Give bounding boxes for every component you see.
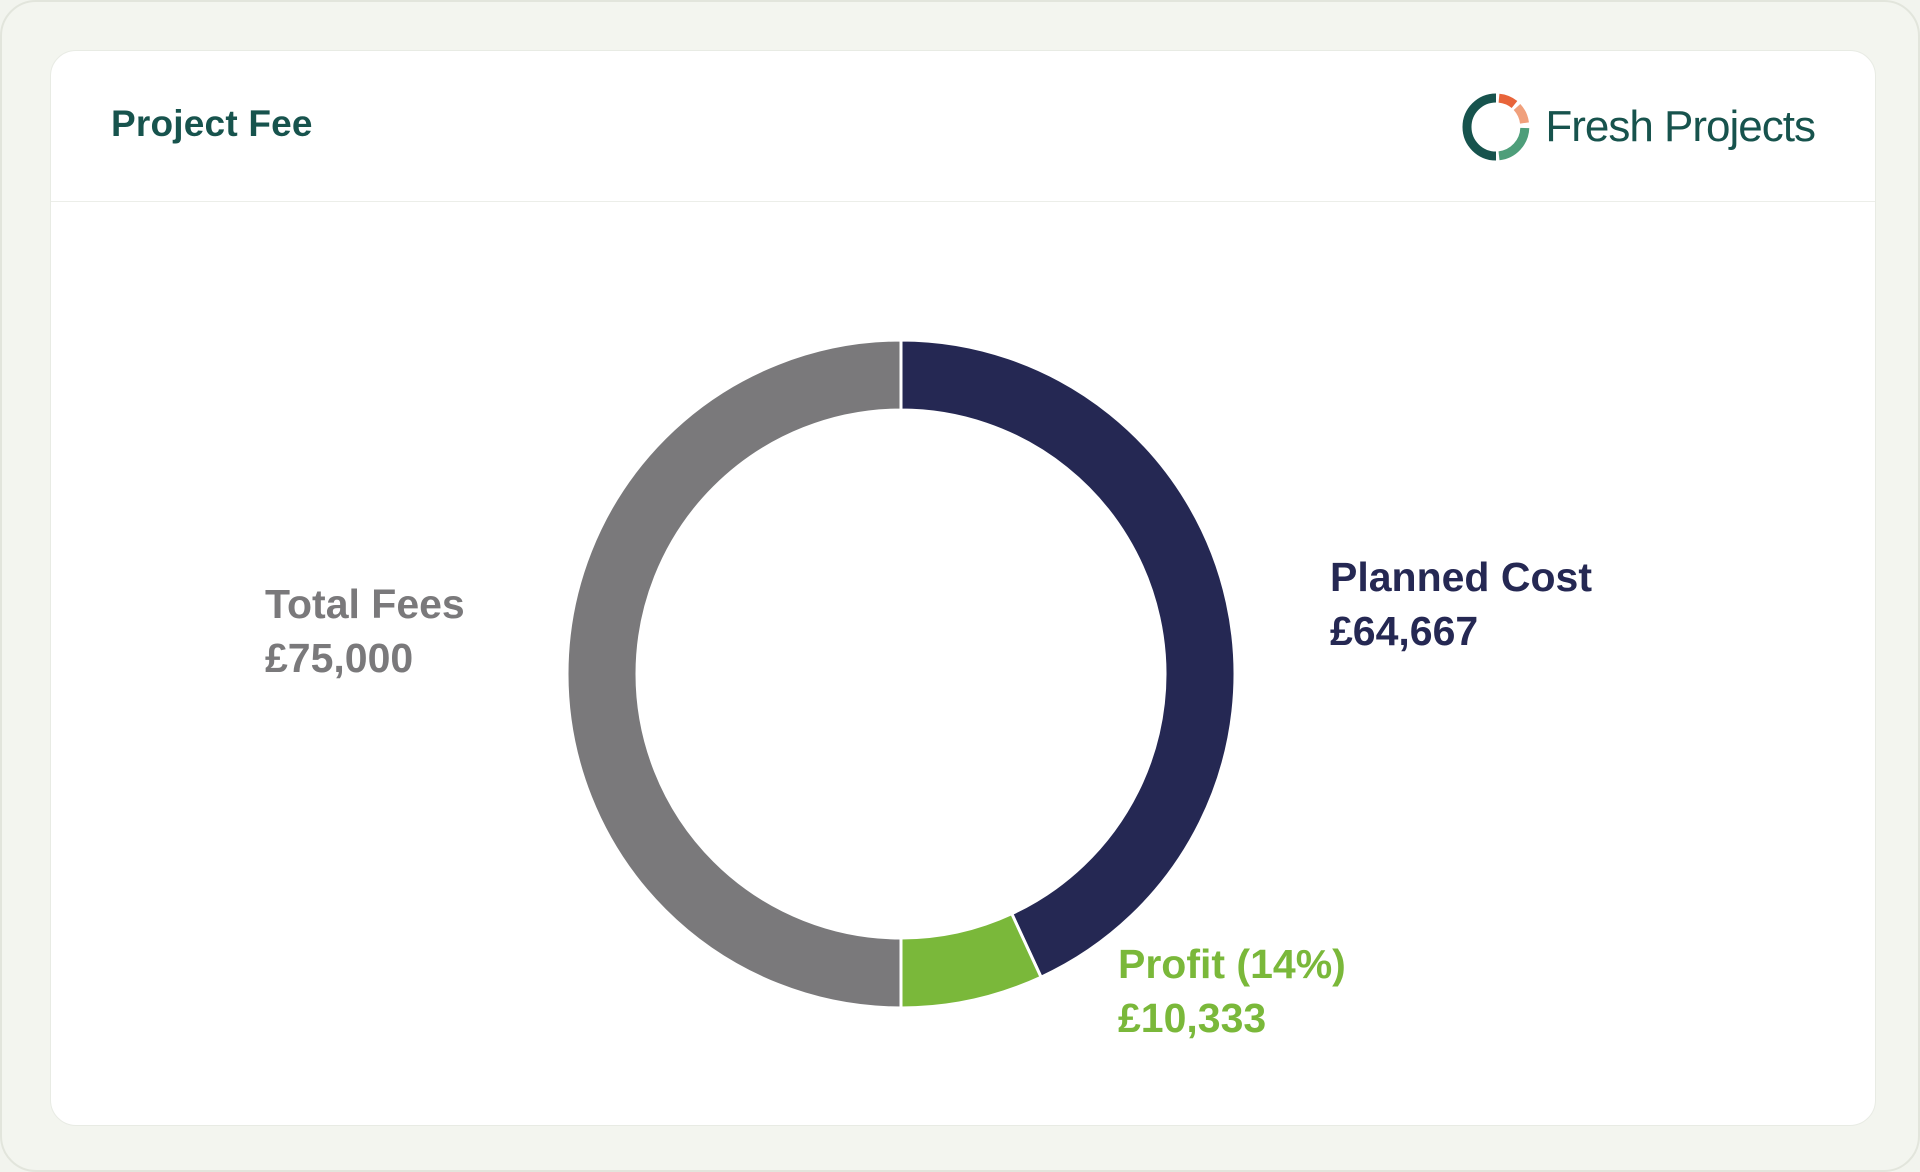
fresh-projects-logo-icon xyxy=(1462,93,1530,161)
brand-name: Fresh Projects xyxy=(1545,102,1816,151)
project-fee-card: Project Fee Fresh Projects Total Fees £7… xyxy=(50,50,1876,1126)
planned-cost-label: Planned Cost £64,667 xyxy=(1330,550,1592,658)
profit-value: £10,333 xyxy=(1118,995,1267,1041)
logo-dark-arc xyxy=(1462,93,1497,161)
planned-cost-value: £64,667 xyxy=(1330,608,1479,654)
logo-orange-arc xyxy=(1498,93,1518,109)
donut-slice-total-fees xyxy=(565,338,903,1010)
planned-cost-name: Planned Cost xyxy=(1330,554,1592,600)
logo-green-arc xyxy=(1498,127,1530,161)
card-title: Project Fee xyxy=(111,103,313,144)
logo-peach-arc xyxy=(1513,103,1530,124)
brand: Fresh Projects xyxy=(1461,89,1816,165)
card-header: Project Fee Fresh Projects xyxy=(51,51,1875,202)
chart-area: Total Fees £75,000 Planned Cost £64,667 … xyxy=(51,202,1875,1125)
profit-name: Profit (14%) xyxy=(1118,941,1346,987)
total-fees-name: Total Fees xyxy=(265,581,465,627)
donut-chart xyxy=(565,338,1237,1010)
total-fees-value: £75,000 xyxy=(265,635,414,681)
total-fees-label: Total Fees £75,000 xyxy=(265,577,465,685)
donut-slice-planned-cost xyxy=(899,338,1237,980)
profit-label: Profit (14%) £10,333 xyxy=(1118,937,1346,1045)
